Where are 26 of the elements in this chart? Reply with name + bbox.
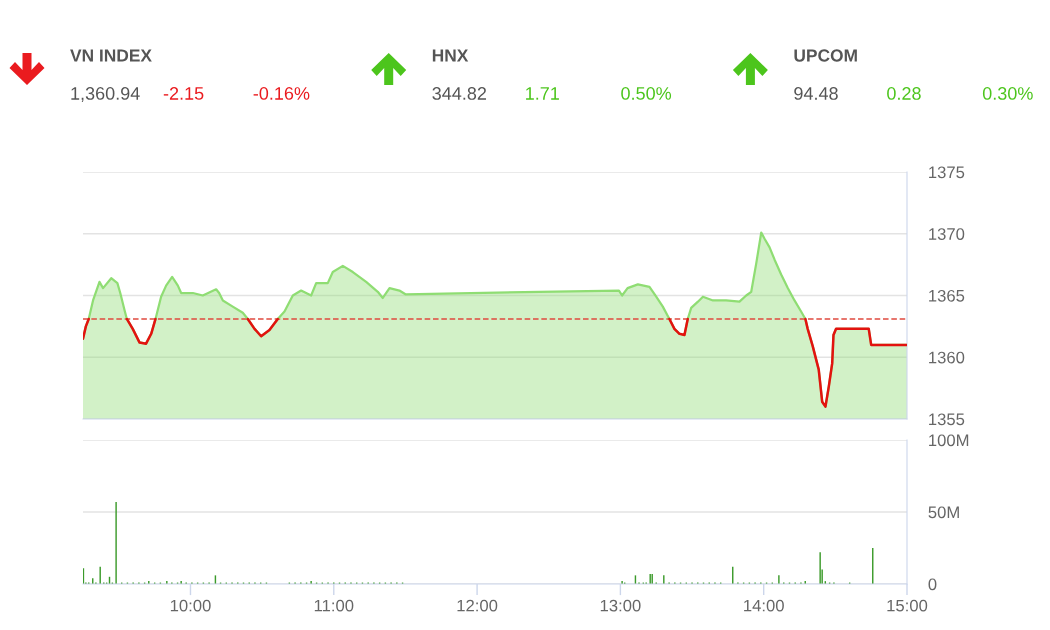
x-tick-label: 11:00 (314, 599, 354, 612)
text: 94.48 (794, 87, 838, 100)
category-label: HNX (432, 49, 469, 62)
x-tick-label: 12:00 (457, 599, 498, 612)
x-tick-label: 10:00 (170, 599, 211, 612)
text: 1,360.94 (71, 87, 140, 102)
y-tick-label: 1360 (929, 351, 965, 364)
x-tick-label: 13:00 (600, 599, 641, 612)
data-label: 0.28 (887, 87, 921, 100)
text: 0.30% (982, 87, 1033, 100)
data-label: -2.15 (163, 87, 204, 100)
text: 0.50% (621, 87, 672, 100)
y-tick-label: 1365 (929, 289, 965, 302)
y-tick-label: 1370 (929, 228, 965, 240)
y-tick-label: 1355 (929, 413, 965, 426)
text: 344.82 (432, 87, 487, 100)
category-label: UPCOM (794, 49, 857, 62)
x-tick-label: 14:00 (744, 599, 784, 612)
y-tick-label: 50M (928, 506, 959, 519)
y-tick-label: 1375 (929, 166, 965, 179)
x-tick-label: 15:00 (887, 599, 928, 612)
y-tick-label: 0 (928, 578, 937, 591)
category-label: VN INDEX (70, 49, 152, 62)
text: -0.16% (253, 87, 310, 100)
data-label: 1.71 (526, 87, 559, 100)
y-tick-label: 100M (929, 434, 969, 447)
